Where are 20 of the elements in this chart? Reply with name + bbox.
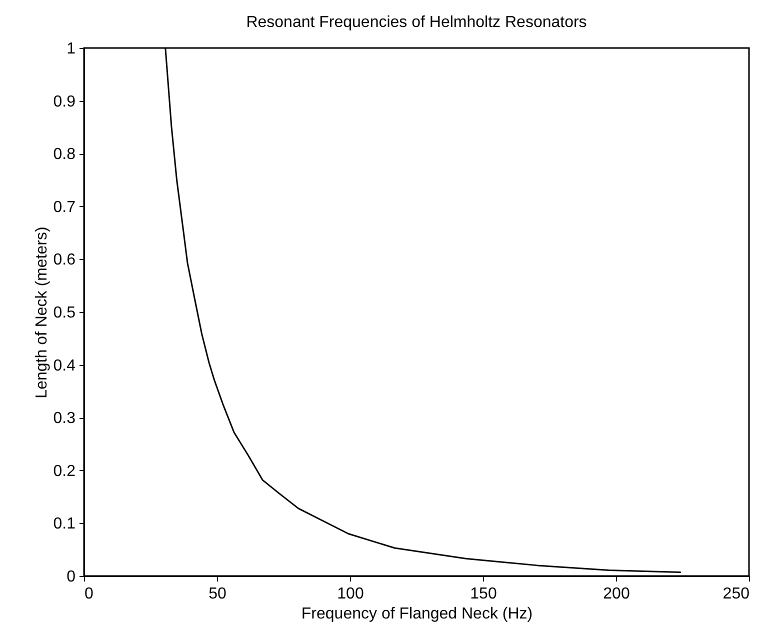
y-tick-label: 0.6 [53, 252, 76, 269]
x-tick-label: 0 [84, 586, 94, 602]
y-tick-label: 0.2 [53, 462, 76, 480]
x-tick-label: 200 [603, 586, 630, 602]
y-tick-label: 0.8 [53, 146, 76, 164]
x-axis-title: Frequency of Flanged Neck (Hz) [301, 606, 533, 622]
x-tick-label: 50 [208, 586, 226, 602]
y-tick-label: 0 [66, 568, 76, 586]
y-tick-label: 0.5 [53, 304, 76, 322]
y-tick-label: 0.4 [53, 357, 76, 374]
x-tick-label: 100 [337, 586, 364, 602]
y-tick-label: 0.7 [53, 198, 76, 216]
y-axis-title: Length of Neck (meters) [33, 226, 50, 398]
y-tick-label: 0.9 [53, 93, 76, 110]
y-tick-label: 1 [66, 40, 76, 58]
y-tick-label: 0.1 [53, 516, 76, 533]
x-tick-label: 150 [470, 586, 497, 602]
chart-title: Resonant Frequencies of Helmholtz Resonators [246, 14, 587, 31]
y-tick-label: 0.3 [53, 410, 76, 428]
x-tick-label: 250 [722, 586, 750, 602]
